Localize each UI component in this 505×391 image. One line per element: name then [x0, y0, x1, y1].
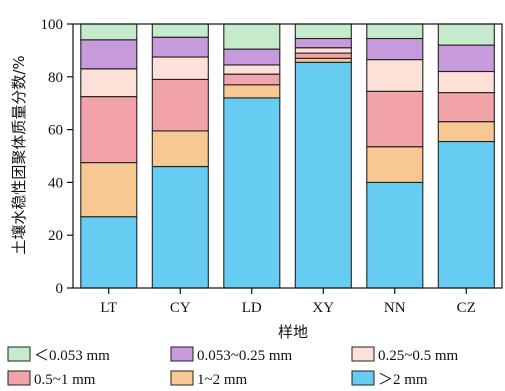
bar-segment-ld-0 [223, 97, 281, 289]
bar-segment-nn-0 [366, 181, 424, 289]
legend-label: ＜0.053 mm [34, 348, 110, 364]
bar-segment-nn-3 [366, 59, 424, 92]
y-axis-title: 土壤水稳性团聚体质量分数/% [10, 55, 28, 254]
plot-frame [72, 23, 503, 289]
bar-segment-nn-1 [366, 146, 424, 183]
x-tick-label: CY [170, 300, 191, 316]
bar-segment-xy-2 [294, 52, 352, 59]
bar-segment-cy-2 [151, 78, 209, 132]
bar-segment-nn-2 [366, 90, 424, 148]
bar-segment-lt-2 [80, 96, 138, 164]
bar-segment-cz-5 [437, 23, 495, 46]
legend-label: 0.5~1 mm [34, 372, 96, 388]
bar-segment-cy-1 [151, 130, 209, 168]
bars-layer [80, 23, 495, 289]
bar-segment-lt-1 [80, 162, 138, 218]
x-tick-label: LD [242, 300, 262, 316]
bar-segment-xy-3 [294, 47, 352, 54]
bar-segment-nn-5 [366, 23, 424, 40]
y-tick-label: 40 [48, 175, 63, 191]
bar-segment-xy-4 [294, 37, 352, 49]
legend-swatch [170, 370, 194, 386]
bar-segment-ld-5 [223, 23, 281, 50]
bar-segment-lt-5 [80, 23, 138, 41]
legend: ＜0.053 mm 0.053~0.25 mm 0.25~0.5 mm 0.5~1 m… [7, 346, 459, 388]
bar-segment-cz-0 [437, 140, 495, 289]
bar-segment-cz-2 [437, 92, 495, 123]
legend-swatch [7, 346, 31, 362]
bar-segment-ld-4 [223, 48, 281, 66]
x-tick-label: CZ [457, 300, 476, 316]
legend-label: ＞2 mm [378, 372, 428, 388]
bar-segment-cz-1 [437, 121, 495, 143]
bar-segment-cy-3 [151, 56, 209, 80]
legend-label: 1~2 mm [197, 372, 248, 388]
bar-segment-lt-0 [80, 216, 138, 289]
y-tick-label: 0 [56, 281, 64, 297]
y-tick-label: 60 [48, 123, 63, 139]
bar-segment-lt-4 [80, 39, 138, 70]
bar-segment-cz-4 [437, 44, 495, 73]
bar-segment-ld-3 [223, 64, 281, 75]
bar-segment-cy-4 [151, 36, 209, 58]
x-tick-label: XY [312, 300, 334, 316]
bar-segment-cz-3 [437, 70, 495, 94]
bar-segment-ld-1 [223, 84, 281, 99]
legend-swatch [351, 370, 375, 386]
bar-segment-xy-0 [294, 61, 352, 289]
x-axis-title: 样地 [278, 323, 308, 341]
bar-segment-cy-5 [151, 23, 209, 38]
bar-segment-xy-1 [294, 57, 352, 63]
x-tick-label: NN [384, 300, 406, 316]
y-tick-label: 80 [48, 70, 63, 86]
legend-swatch [170, 346, 194, 362]
bar-segment-xy-5 [294, 23, 352, 40]
x-tick-label: LT [100, 300, 117, 316]
y-tick-label: 100 [41, 17, 64, 33]
axes-layer: LT CY LD XY NN CZ 0 20 40 60 80 100 [41, 17, 503, 316]
bar-segment-lt-3 [80, 68, 138, 98]
legend-label: 0.053~0.25 mm [197, 348, 293, 364]
legend-swatch [351, 346, 375, 362]
y-tick-label: 20 [48, 228, 63, 244]
legend-swatch [7, 370, 31, 386]
legend-label: 0.25~0.5 mm [378, 348, 459, 364]
bar-segment-ld-2 [223, 73, 281, 86]
bar-segment-cy-0 [151, 166, 209, 289]
bar-segment-nn-4 [366, 37, 424, 61]
